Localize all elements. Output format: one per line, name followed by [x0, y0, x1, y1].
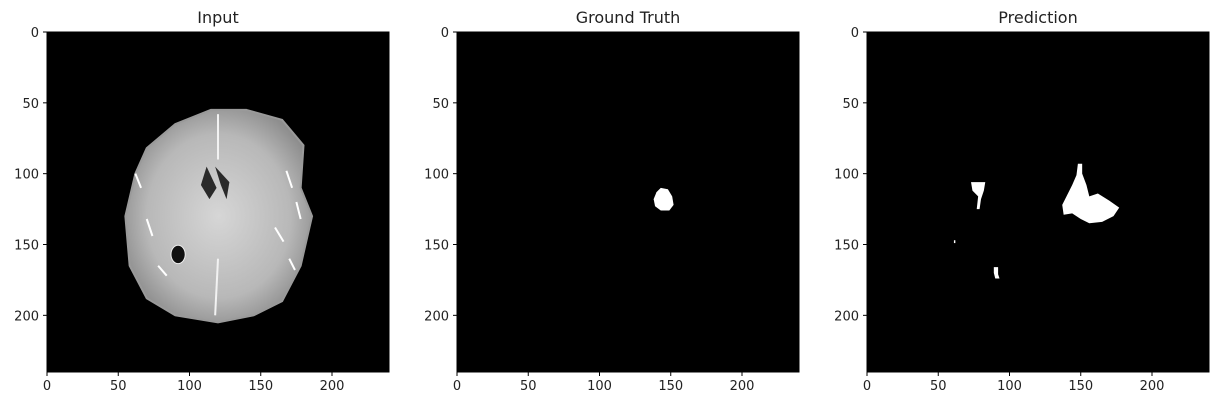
x-tick-label: 50 — [520, 379, 537, 394]
midline-fissure-back — [214, 258, 219, 316]
x-tick-label: 0 — [863, 379, 871, 394]
mask-region — [1062, 163, 1120, 224]
image-background — [457, 32, 799, 372]
y-tick-label: 100 — [14, 168, 39, 183]
x-tick-label: 0 — [43, 379, 51, 394]
panel-title: Input — [197, 8, 238, 27]
bright-sulcus — [274, 226, 285, 243]
axes-frame — [456, 31, 800, 373]
ventricle — [200, 166, 217, 200]
x-tick-label: 200 — [1140, 379, 1165, 394]
x-tick-label: 100 — [177, 379, 202, 394]
y-tick-label: 150 — [14, 239, 39, 254]
axes-frame — [866, 31, 1210, 373]
x-tick-label: 0 — [453, 379, 461, 394]
x-tick-label: 200 — [320, 379, 345, 394]
y-tick-label: 200 — [424, 309, 449, 324]
panel-title: Prediction — [998, 8, 1077, 27]
y-tick-label: 50 — [842, 97, 859, 112]
axes-frame — [46, 31, 390, 373]
bright-sulcus — [285, 170, 294, 189]
brain-tissue — [124, 108, 314, 324]
y-tick-label: 50 — [432, 97, 449, 112]
ventricle — [215, 166, 230, 200]
x-tick-label: 100 — [997, 379, 1022, 394]
x-tick-label: 50 — [110, 379, 127, 394]
x-tick-label: 200 — [730, 379, 755, 394]
y-tick-label: 150 — [424, 239, 449, 254]
bright-sulcus — [145, 218, 154, 237]
image-background — [867, 32, 1209, 372]
panel-3: Prediction 0 50 100 150 200 0 50 100 150 200 — [834, 8, 1210, 394]
y-tick-label: 50 — [22, 97, 39, 112]
mask-region — [993, 267, 1000, 279]
x-tick-label: 150 — [248, 379, 273, 394]
y-tick-label: 100 — [424, 168, 449, 183]
panel-title: Ground Truth — [576, 8, 681, 27]
y-tick-label: 0 — [441, 26, 449, 41]
panel-1: Input 0 50 100 150 200 0 50 100 150 200 — [14, 8, 390, 394]
y-tick-label: 150 — [834, 239, 859, 254]
bright-sulcus — [157, 265, 168, 277]
mask-region — [653, 187, 674, 211]
y-tick-label: 0 — [31, 26, 39, 41]
y-tick-label: 200 — [834, 309, 859, 324]
x-tick-label: 100 — [587, 379, 612, 394]
x-tick-label: 150 — [1068, 379, 1093, 394]
dark-lesion — [170, 244, 186, 265]
bright-sulcus — [134, 173, 142, 189]
mask-region — [953, 240, 956, 244]
x-tick-label: 50 — [930, 379, 947, 394]
y-tick-label: 0 — [851, 26, 859, 41]
y-tick-label: 200 — [14, 309, 39, 324]
mask-region — [971, 182, 986, 210]
y-tick-label: 100 — [834, 168, 859, 183]
bright-sulcus — [288, 258, 296, 271]
x-tick-label: 150 — [658, 379, 683, 394]
panel-2: Ground Truth 0 50 100 150 200 0 50 100 150 200 — [424, 8, 800, 394]
bright-sulcus — [295, 201, 302, 220]
